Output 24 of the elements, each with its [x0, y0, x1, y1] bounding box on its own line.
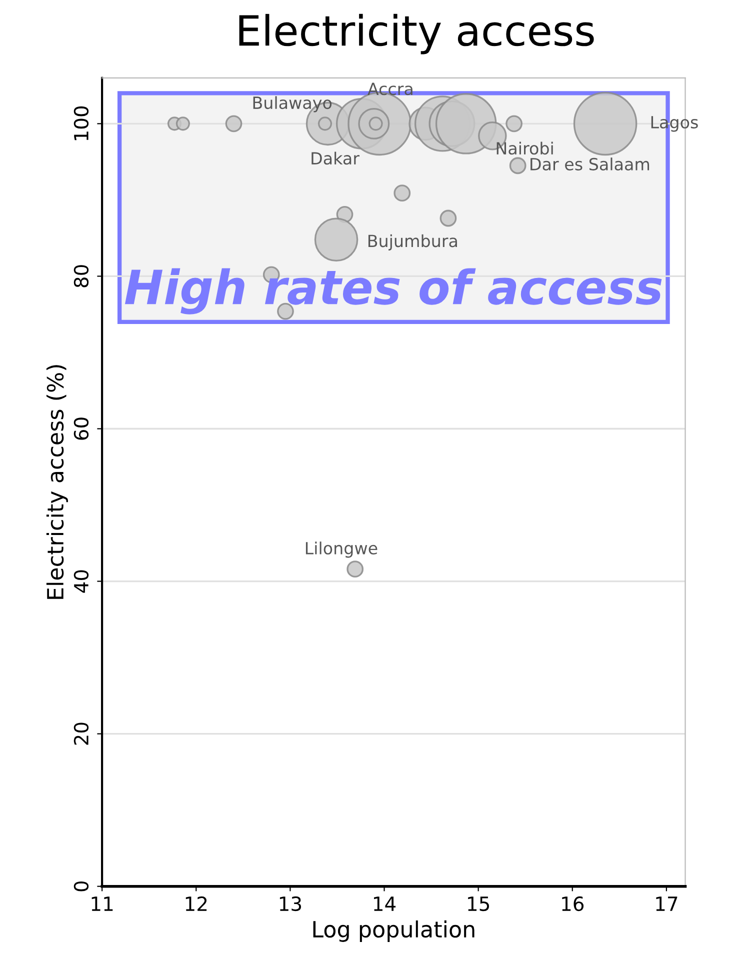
- x-tick-label: 14: [374, 896, 396, 911]
- annotation: Dakar: [312, 152, 360, 165]
- y-axis-title: Electricity access (%): [46, 365, 68, 599]
- chart-title: Electricity access: [239, 14, 594, 54]
- annotation: Lilongwe: [306, 542, 378, 558]
- annotation: Nairobi: [496, 142, 553, 155]
- x-axis-title: Log population: [313, 920, 474, 942]
- x-tick-label: 13: [280, 896, 301, 912]
- y-tick-label: 0: [74, 881, 89, 892]
- x-tick-label: 12: [186, 896, 207, 911]
- band-label: High rates of access: [124, 268, 662, 314]
- x-tick-label: 11: [92, 896, 113, 911]
- annotation: Bulawayo: [253, 96, 332, 112]
- x-tick-label: 17: [656, 896, 678, 911]
- annotation: Dar es Salaam: [530, 158, 650, 170]
- annotation: Lagos: [651, 116, 698, 132]
- y-tick-label: 40: [74, 570, 89, 593]
- x-tick-label: 15: [468, 896, 489, 912]
- annotation: Bujumbura: [368, 234, 457, 250]
- x-tick-label: 16: [562, 896, 584, 912]
- y-tick-label: 80: [74, 265, 89, 288]
- y-tick-label: 60: [74, 418, 89, 440]
- y-tick-label: 100: [74, 106, 89, 140]
- y-tick-label: 20: [74, 722, 89, 745]
